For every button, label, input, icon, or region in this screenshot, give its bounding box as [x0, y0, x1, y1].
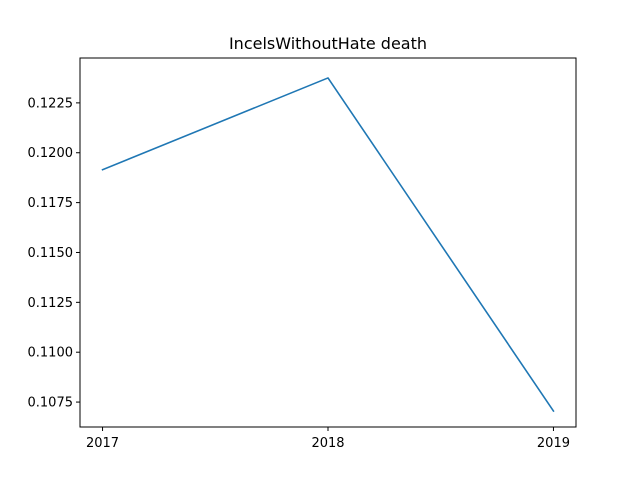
y-tick-label: 0.1075 [28, 396, 74, 411]
y-tick-label: 0.1125 [28, 296, 74, 311]
chart-title: IncelsWithoutHate death [229, 34, 427, 53]
plot-frame [79, 57, 577, 428]
x-axis: 2017 2018 2019 [86, 427, 570, 451]
x-tick-label: 2017 [86, 436, 119, 451]
y-tick-label: 0.1200 [28, 146, 74, 161]
y-axis: 0.1075 0.1100 0.1125 0.1150 0.1175 0.1200 0.12… [28, 96, 80, 411]
x-tick-label: 2019 [537, 436, 570, 451]
x-tick-label: 2018 [311, 436, 344, 451]
y-tick-label: 0.1150 [28, 246, 74, 261]
y-tick-label: 0.1225 [28, 96, 74, 111]
y-tick-label: 0.1175 [28, 196, 74, 211]
plot-area [80, 58, 576, 427]
y-tick-label: 0.1100 [28, 346, 74, 361]
series-layer [101, 77, 555, 413]
